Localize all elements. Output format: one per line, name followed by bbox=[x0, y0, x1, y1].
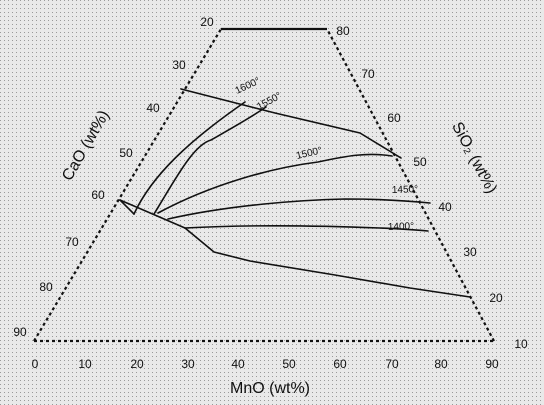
mno-tick-10: 10 bbox=[78, 357, 92, 371]
sio2-tick-50: 50 bbox=[413, 155, 427, 169]
sio2-tick-30: 30 bbox=[463, 245, 477, 259]
sio2-tick-40: 40 bbox=[438, 200, 452, 214]
mno-tick-0: 0 bbox=[32, 357, 39, 371]
isotherm-labels: 1600° 1550° 1500° 1450° 1400° bbox=[234, 76, 419, 233]
sio2-tick-80: 80 bbox=[336, 24, 350, 38]
cao-tick-70: 70 bbox=[65, 235, 79, 249]
mno-tick-30: 30 bbox=[181, 357, 195, 371]
left-boundary-curve bbox=[119, 199, 135, 215]
mno-axis-ticks: 0 10 20 30 40 50 60 70 80 90 bbox=[32, 357, 499, 371]
mno-tick-90: 90 bbox=[485, 357, 499, 371]
isotherm-label-1450: 1450° bbox=[392, 184, 419, 196]
cao-axis-ticks: 90 80 70 60 50 40 30 20 bbox=[13, 15, 214, 339]
cao-tick-30: 30 bbox=[172, 58, 186, 72]
cao-tick-80: 80 bbox=[39, 280, 53, 294]
diagram-boundary bbox=[33, 27, 495, 343]
cao-tick-60: 60 bbox=[91, 188, 105, 202]
upper-saturation-line bbox=[180, 88, 402, 159]
cao-tick-20: 20 bbox=[200, 15, 214, 29]
cao-tick-90: 90 bbox=[13, 325, 27, 339]
cao-tick-50: 50 bbox=[119, 146, 133, 160]
isotherm-1550 bbox=[153, 106, 267, 215]
mno-tick-70: 70 bbox=[385, 357, 399, 371]
mno-tick-80: 80 bbox=[434, 357, 448, 371]
sio2-tick-20: 20 bbox=[489, 291, 503, 305]
mno-tick-20: 20 bbox=[130, 357, 144, 371]
sio2-tick-10: 10 bbox=[514, 337, 528, 351]
sio2-tick-70: 70 bbox=[361, 67, 375, 81]
isotherm-1500 bbox=[157, 153, 393, 214]
isotherm-1600 bbox=[133, 101, 246, 215]
isotherm-1400 bbox=[184, 224, 429, 232]
cao-tick-40: 40 bbox=[146, 101, 160, 115]
isotherm-1450 bbox=[167, 198, 431, 220]
sio2-axis-ticks: 10 20 30 40 50 60 70 80 bbox=[336, 24, 528, 351]
mno-tick-60: 60 bbox=[333, 357, 347, 371]
mno-tick-40: 40 bbox=[231, 357, 245, 371]
left-edge bbox=[33, 28, 222, 342]
mno-tick-50: 50 bbox=[282, 357, 296, 371]
sio2-tick-60: 60 bbox=[387, 111, 401, 125]
right-edge bbox=[326, 28, 495, 342]
isotherm-lines bbox=[133, 101, 431, 232]
isotherm-label-1400: 1400° bbox=[388, 221, 415, 233]
mno-axis-title: MnO (wt%) bbox=[230, 380, 310, 397]
